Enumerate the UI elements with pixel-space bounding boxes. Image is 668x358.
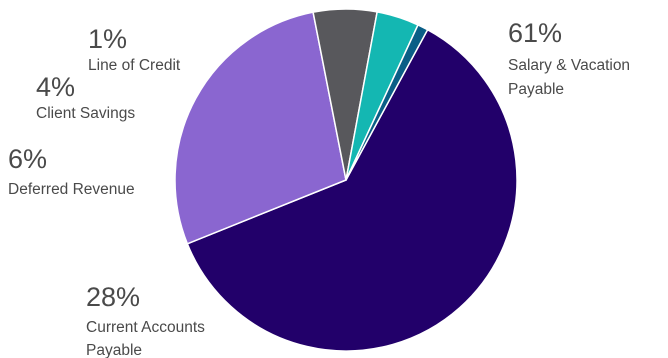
percent-label-client-savings: 4%	[36, 72, 75, 102]
slice-label-salary-line1: Salary & Vacation	[508, 57, 630, 74]
slice-label-client-savings: Client Savings	[36, 105, 135, 122]
percent-label-line-of-credit: 1%	[88, 24, 127, 54]
label-group-client-savings: 4% Client Savings	[36, 72, 135, 122]
label-group-deferred-revenue: 6% Deferred Revenue	[8, 144, 135, 198]
slice-label-current-accounts-line2: Payable	[86, 342, 142, 358]
label-group-current-accounts: 28% Current Accounts Payable	[86, 282, 205, 358]
label-group-salary: 61% Salary & Vacation Payable	[508, 18, 630, 98]
slice-label-line-of-credit: Line of Credit	[88, 57, 181, 74]
slice-label-deferred-revenue: Deferred Revenue	[8, 181, 135, 198]
pie-slice-current-accounts	[174, 11, 347, 245]
pie-slice-line-of-credit	[345, 23, 429, 181]
percent-label-deferred-revenue: 6%	[8, 144, 47, 174]
slice-label-salary-line2: Payable	[508, 81, 564, 98]
slice-label-current-accounts-line1: Current Accounts	[86, 319, 205, 336]
percent-label-salary: 61%	[508, 18, 562, 48]
label-group-line-of-credit: 1% Line of Credit	[88, 24, 181, 74]
percent-label-current-accounts: 28%	[86, 282, 140, 312]
pie-slices	[174, 8, 518, 352]
pie-slice-salary	[186, 28, 518, 352]
